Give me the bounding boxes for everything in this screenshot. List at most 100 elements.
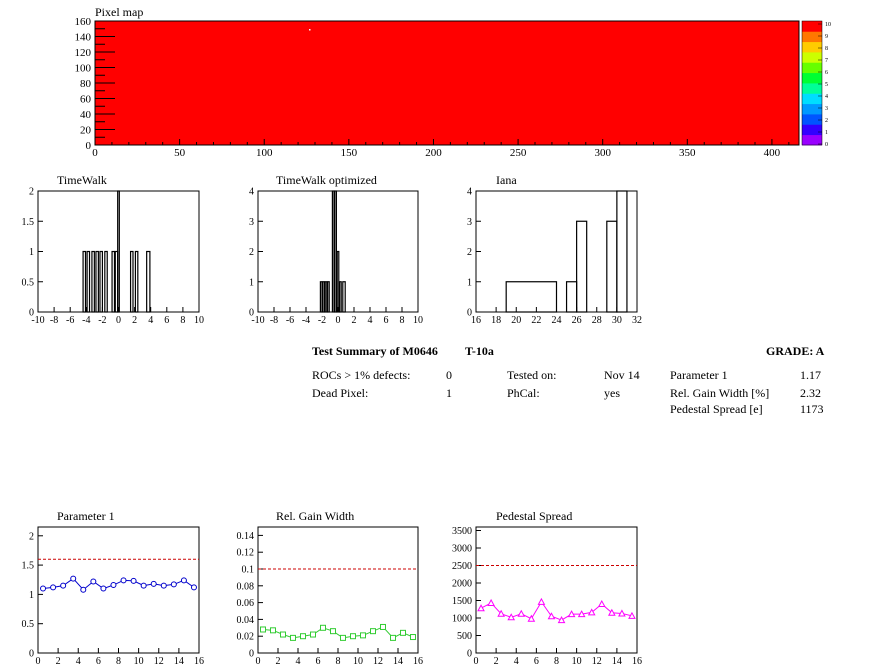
parameter-1-x-tick-label: 0 <box>36 656 41 667</box>
tested-on-label: Tested on: <box>507 368 557 382</box>
timewalk-bin <box>146 250 151 313</box>
parameter-1-point <box>80 586 87 593</box>
parameter-1-point <box>190 584 197 591</box>
pedestal-spread-point <box>537 597 546 605</box>
parameter-1-y-tick-label: 0.5 <box>22 619 35 630</box>
rel-gain-width-point <box>330 628 336 635</box>
timewalk-frame <box>37 190 200 313</box>
palette-tick-label: 3 <box>825 106 828 112</box>
iana-y-tick-label: 4 <box>467 187 472 198</box>
parameter-1-point <box>40 585 47 592</box>
pedestal-spread-point <box>547 612 556 620</box>
pedestal-spread-point <box>567 610 576 618</box>
timewalk-x-tick-label: 10 <box>194 315 204 326</box>
parameter-1-x-tick-label: 4 <box>76 656 81 667</box>
timewalk-bin <box>134 250 139 313</box>
parameter-1-point <box>50 584 57 591</box>
timewalk-bin <box>104 250 108 313</box>
iana-title: Iana <box>496 173 517 187</box>
timewalk-optimized-x-tick-label: 0 <box>336 315 341 326</box>
pixel-map-x-tick-label: 300 <box>594 147 611 159</box>
parameter-1-y-tick-label: 2 <box>29 531 34 542</box>
pixel-map-x-tick-label: 0 <box>92 147 98 159</box>
rel-gain-width-x-tick-label: 14 <box>393 656 403 667</box>
iana-x-tick-label: 18 <box>491 315 501 326</box>
palette-swatch <box>802 41 822 53</box>
timewalk-x-tick-label: -2 <box>98 315 106 326</box>
palette-tick-label: 4 <box>825 94 828 100</box>
rel-gain-width-x-tick-label: 4 <box>296 656 301 667</box>
parameter-1-x-tick-label: 6 <box>96 656 101 667</box>
timewalk-optimized-bin <box>331 190 335 313</box>
timewalk-optimized-x-tick-label: 8 <box>400 315 405 326</box>
timewalk-optimized-x-tick-label: 4 <box>368 315 373 326</box>
pedestal-spread-y-tick-label: 1500 <box>452 596 472 607</box>
rel-gain-width-point <box>270 627 276 634</box>
pedestal-spread-point <box>618 609 626 617</box>
timewalk-optimized-bin <box>339 281 342 313</box>
iana-x-tick-label: 20 <box>511 315 521 326</box>
rel-gain-width-x-tick-label: 2 <box>276 656 281 667</box>
rel-gain-width-point <box>320 624 326 631</box>
iana-x-tick-label: 32 <box>632 315 642 326</box>
rel-gain-width-point <box>380 623 386 630</box>
parameter-1-y-tick-label: 1.5 <box>22 561 35 572</box>
parameter-1-point <box>60 582 67 589</box>
rel-gain-width-x-tick-label: 0 <box>256 656 261 667</box>
pedestal-spread-point <box>507 613 516 621</box>
pedestal-spread-x-tick-label: 16 <box>632 656 642 667</box>
palette-swatch <box>802 21 822 32</box>
timewalk-optimized-y-tick-label: 4 <box>249 187 254 198</box>
pedestal-spread-point <box>577 610 586 618</box>
timewalk-optimized-x-tick-label: -8 <box>270 315 278 326</box>
pixel-map-y-tick-label: 160 <box>75 16 92 28</box>
timewalk-x-tick-label: 6 <box>164 315 169 326</box>
timewalk-optimized-y-tick-label: 1 <box>249 277 254 288</box>
iana-bin <box>505 281 558 313</box>
pedestal-spread-frame <box>475 526 638 654</box>
rel-gain-width-x-tick-label: 16 <box>413 656 423 667</box>
pedestal-spread-point <box>477 604 485 612</box>
parameter-1-frame <box>37 526 200 654</box>
timewalk-optimized-x-tick-label: -2 <box>318 315 326 326</box>
palette-tick-label: 1 <box>825 130 828 136</box>
pedestal-spread-y-tick-label: 3000 <box>452 544 472 555</box>
timewalk-x-tick-label: -10 <box>31 315 44 326</box>
timewalk-optimized-x-tick-label: -6 <box>286 315 294 326</box>
palette-swatch <box>802 31 822 43</box>
iana-y-tick-label: 2 <box>467 247 472 258</box>
rel-gain-width-point <box>310 631 316 638</box>
timewalk-optimized-bin <box>319 281 323 313</box>
pixel-map-x-tick-label: 250 <box>510 147 527 159</box>
pedestal-spread-y-tick-label: 2000 <box>452 579 472 590</box>
pedestal-spread-x-tick-label: 8 <box>554 656 559 667</box>
parameter-1-point <box>170 581 177 588</box>
pixel-map-y-tick-label: 100 <box>75 63 92 75</box>
pedestal-spread-x-tick-label: 12 <box>592 656 602 667</box>
iana-bin <box>606 220 618 313</box>
parameter-1-x-tick-label: 2 <box>56 656 61 667</box>
pedestal-spread-x-tick-label: 0 <box>474 656 479 667</box>
timewalk-optimized-x-tick-label: 10 <box>413 315 423 326</box>
pixel-map-area <box>94 20 800 146</box>
pedestal-spread-x-tick-label: 4 <box>514 656 519 667</box>
rel-gain-width-y-tick-label: 0.1 <box>242 565 255 576</box>
pedestal-spread-x-tick-label: 14 <box>612 656 622 667</box>
timewalk-optimized-bin <box>334 190 337 313</box>
grade-label: GRADE: A <box>766 344 825 358</box>
timewalk-optimized-y-tick-label: 0 <box>249 308 254 319</box>
timewalk-optimized-x-tick-label: -4 <box>302 315 310 326</box>
iana-y-tick-label: 3 <box>467 217 472 228</box>
timewalk-bin <box>95 250 99 313</box>
rel-gain-width-y-tick-label: 0.08 <box>237 581 255 592</box>
timewalk-optimized-bin <box>342 281 346 313</box>
iana-y-tick-label: 1 <box>467 277 472 288</box>
palette-swatch <box>802 134 822 146</box>
timewalk-y-tick-label: 2 <box>29 187 34 198</box>
rel-gain-width-point <box>280 631 286 638</box>
pedestal-spread-point <box>527 614 536 622</box>
iana-bin <box>565 281 578 313</box>
palette-swatch <box>802 124 822 136</box>
pedestal-spread-point <box>487 598 495 606</box>
timewalk-optimized-y-tick-label: 2 <box>249 247 254 258</box>
